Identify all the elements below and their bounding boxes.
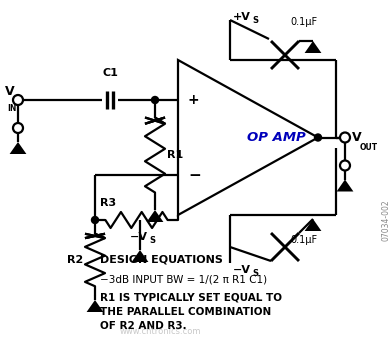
Circle shape [151,97,158,104]
Text: +V: +V [233,12,251,22]
Text: V: V [5,85,15,98]
Text: −V: −V [130,232,148,242]
Text: 0.1μF: 0.1μF [290,17,317,27]
Polygon shape [87,300,103,312]
Polygon shape [9,142,26,154]
Polygon shape [132,250,149,262]
Text: R2: R2 [67,255,83,265]
Text: www.cntronics.com: www.cntronics.com [120,327,201,336]
Text: OUT: OUT [360,142,378,151]
Text: −: − [188,168,201,183]
Polygon shape [147,210,163,222]
Text: S: S [252,16,258,25]
Text: OP AMP: OP AMP [247,131,306,144]
Text: −V: −V [233,265,251,275]
Text: THE PARALLEL COMBINATION: THE PARALLEL COMBINATION [100,307,271,317]
Polygon shape [305,41,321,53]
Text: +: + [188,93,200,107]
Circle shape [91,216,98,224]
Text: 07034-002: 07034-002 [381,199,390,241]
Polygon shape [305,219,321,231]
Text: C1: C1 [102,68,118,78]
Text: DESIGN EQUATIONS: DESIGN EQUATIONS [100,255,223,265]
Text: OF R2 AND R3.: OF R2 AND R3. [100,321,187,331]
Text: R1 IS TYPICALLY SET EQUAL TO: R1 IS TYPICALLY SET EQUAL TO [100,293,282,303]
Text: S: S [252,269,258,278]
Text: −3dB INPUT BW = 1/(2 π R1 C1): −3dB INPUT BW = 1/(2 π R1 C1) [100,275,267,285]
Text: S: S [149,236,155,245]
Text: IN: IN [7,104,17,113]
Circle shape [314,134,321,141]
Text: 0.1μF: 0.1μF [290,235,317,245]
Polygon shape [337,180,354,192]
Text: V: V [352,131,362,144]
Text: R3: R3 [100,198,116,208]
Text: R1: R1 [167,150,183,160]
